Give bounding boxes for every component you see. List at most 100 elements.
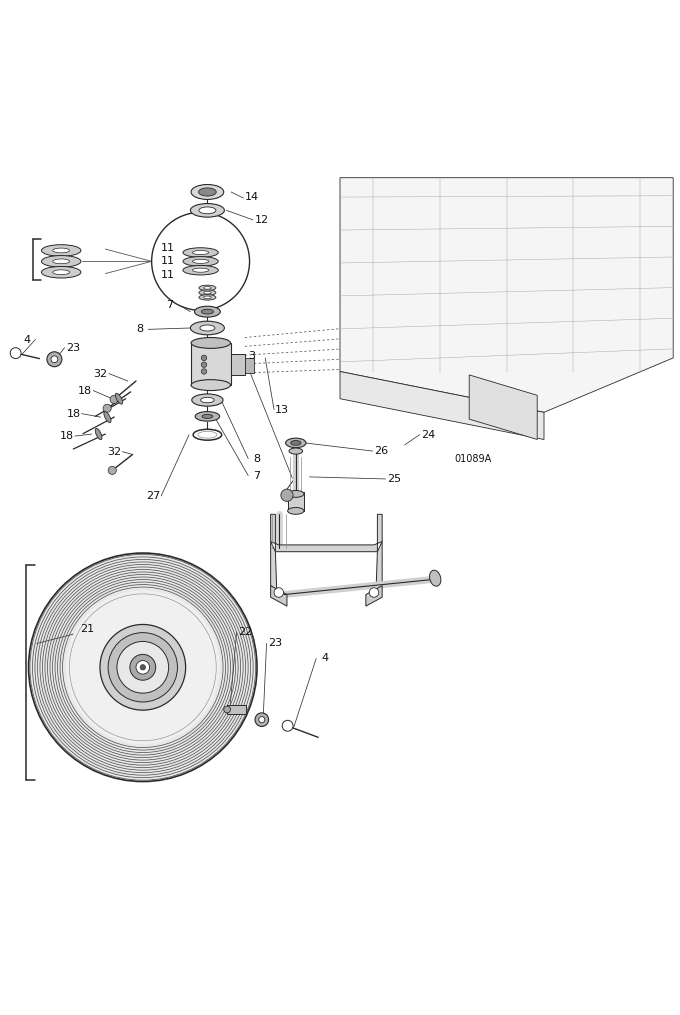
Text: 4: 4	[24, 335, 31, 344]
Circle shape	[369, 588, 379, 597]
Text: 27: 27	[146, 491, 160, 501]
Ellipse shape	[52, 248, 69, 253]
Text: 3: 3	[248, 351, 255, 361]
Circle shape	[152, 212, 250, 311]
Ellipse shape	[255, 713, 269, 727]
Ellipse shape	[192, 259, 209, 263]
Ellipse shape	[183, 248, 218, 257]
Text: 11: 11	[161, 270, 175, 280]
Ellipse shape	[199, 207, 216, 214]
Text: 13: 13	[275, 405, 289, 414]
Bar	[191, 343, 231, 385]
Text: 11: 11	[161, 257, 175, 266]
Text: 24: 24	[422, 429, 435, 439]
Ellipse shape	[104, 411, 111, 422]
Ellipse shape	[200, 325, 215, 331]
Polygon shape	[271, 586, 287, 606]
Text: 01089A: 01089A	[454, 454, 491, 464]
Text: 21: 21	[80, 623, 94, 633]
Circle shape	[201, 362, 207, 367]
Polygon shape	[340, 178, 673, 412]
Text: 8: 8	[254, 454, 260, 464]
Ellipse shape	[199, 188, 216, 196]
Ellipse shape	[95, 428, 102, 439]
Circle shape	[29, 553, 257, 782]
Circle shape	[281, 489, 293, 501]
Ellipse shape	[289, 448, 303, 454]
Circle shape	[140, 665, 146, 670]
Circle shape	[10, 348, 21, 358]
Circle shape	[136, 661, 150, 674]
Ellipse shape	[195, 412, 220, 421]
Bar	[288, 492, 304, 511]
Circle shape	[108, 466, 116, 474]
Ellipse shape	[199, 285, 216, 290]
Ellipse shape	[199, 290, 216, 295]
Circle shape	[117, 641, 169, 693]
Circle shape	[103, 404, 112, 412]
Bar	[231, 354, 245, 375]
Circle shape	[100, 624, 186, 710]
Circle shape	[274, 588, 284, 597]
Circle shape	[201, 355, 207, 360]
Ellipse shape	[191, 338, 231, 348]
Polygon shape	[340, 371, 544, 439]
Ellipse shape	[204, 296, 211, 298]
Ellipse shape	[224, 706, 231, 713]
Ellipse shape	[191, 185, 224, 200]
Ellipse shape	[291, 441, 301, 446]
Text: 7: 7	[167, 299, 173, 310]
Ellipse shape	[201, 310, 214, 314]
Ellipse shape	[198, 431, 217, 438]
Text: 23: 23	[66, 343, 80, 352]
Circle shape	[66, 591, 220, 744]
Text: 26: 26	[374, 446, 388, 456]
Text: 18: 18	[67, 409, 80, 418]
Circle shape	[110, 395, 118, 403]
Ellipse shape	[47, 352, 62, 366]
Ellipse shape	[193, 429, 222, 441]
Ellipse shape	[192, 394, 223, 406]
Ellipse shape	[192, 268, 209, 272]
Ellipse shape	[288, 508, 304, 515]
Ellipse shape	[192, 251, 209, 255]
Text: 8: 8	[136, 325, 143, 334]
Polygon shape	[376, 541, 382, 591]
Polygon shape	[366, 586, 382, 606]
Ellipse shape	[183, 265, 218, 275]
Circle shape	[282, 721, 293, 731]
Text: 32: 32	[94, 368, 107, 379]
Text: 12: 12	[255, 215, 269, 225]
Ellipse shape	[201, 397, 214, 403]
Ellipse shape	[116, 393, 122, 404]
Ellipse shape	[41, 267, 81, 278]
Text: 18: 18	[60, 431, 73, 442]
Ellipse shape	[41, 245, 81, 256]
Circle shape	[108, 632, 177, 702]
Ellipse shape	[51, 356, 58, 362]
Text: 11: 11	[161, 243, 175, 253]
Ellipse shape	[52, 259, 69, 264]
Ellipse shape	[202, 414, 213, 418]
Circle shape	[130, 655, 156, 680]
Text: 25: 25	[388, 474, 401, 484]
Ellipse shape	[204, 291, 211, 294]
Polygon shape	[469, 375, 537, 439]
Polygon shape	[271, 515, 382, 552]
Ellipse shape	[430, 570, 441, 587]
Ellipse shape	[190, 321, 224, 335]
Ellipse shape	[204, 286, 211, 289]
Ellipse shape	[191, 380, 231, 391]
Ellipse shape	[258, 717, 265, 723]
Bar	[227, 705, 246, 714]
Ellipse shape	[190, 204, 224, 217]
Bar	[245, 358, 254, 373]
Polygon shape	[271, 541, 277, 591]
Text: 14: 14	[245, 192, 258, 202]
Text: 7: 7	[254, 471, 260, 480]
Text: 32: 32	[107, 447, 121, 457]
Text: 18: 18	[78, 386, 92, 396]
Ellipse shape	[286, 438, 306, 448]
Ellipse shape	[183, 257, 218, 266]
Text: 23: 23	[269, 638, 282, 649]
